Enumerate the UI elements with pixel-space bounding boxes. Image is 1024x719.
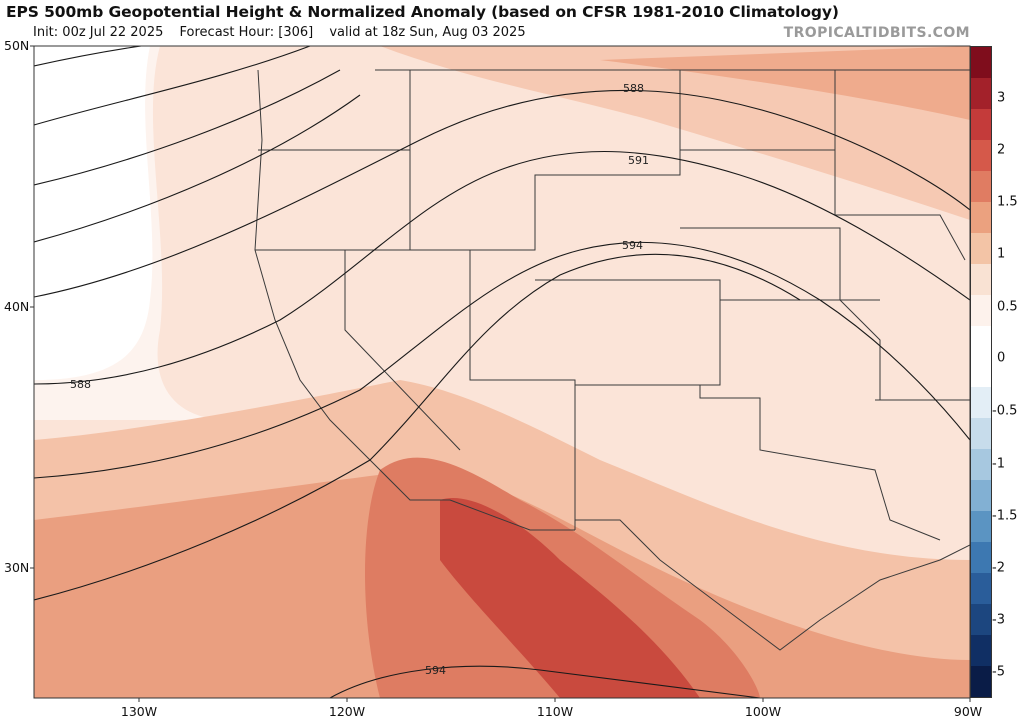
anomaly-shading-northeast bbox=[600, 46, 970, 120]
colorbar-segment bbox=[971, 325, 991, 357]
colorbar-segment bbox=[971, 47, 991, 79]
colorbar-segment bbox=[971, 573, 991, 605]
lat-label-30n: 30N bbox=[4, 560, 30, 575]
forecast-hour: Forecast Hour: [306] bbox=[179, 25, 314, 40]
colorbar-segment bbox=[971, 77, 991, 110]
colorbar-segment bbox=[971, 511, 991, 543]
anomaly-shading-white bbox=[34, 46, 153, 380]
contour-labels: 588 591 594 588 594 bbox=[70, 82, 649, 677]
colorbar-tick-label: -1.5 bbox=[992, 508, 1018, 524]
contour-label-594-south: 594 bbox=[425, 664, 446, 677]
colorbar-segment bbox=[971, 666, 991, 698]
colorbar-segment bbox=[971, 232, 991, 265]
lon-label-120w: 120W bbox=[328, 704, 366, 719]
colorbar-tick-label: 0.5 bbox=[997, 299, 1018, 315]
forecast-info: Init: 00z Jul 22 2025 Forecast Hour: [30… bbox=[33, 25, 538, 40]
lon-label-100w: 100W bbox=[744, 704, 782, 719]
lat-label-40n: 40N bbox=[4, 299, 30, 314]
height-contours bbox=[34, 46, 970, 698]
colorbar-segment bbox=[971, 480, 991, 512]
colorbar-tick-label: 0 bbox=[997, 350, 1006, 366]
colorbar-segment bbox=[971, 139, 991, 172]
map-title: EPS 500mb Geopotential Height & Normaliz… bbox=[6, 3, 839, 21]
colorbar-segment bbox=[971, 201, 991, 234]
lat-label-50n: 50N bbox=[4, 38, 30, 53]
credit-watermark: TROPICALTIDBITS.COM bbox=[783, 25, 970, 41]
colorbar-segment bbox=[971, 263, 991, 296]
contour-label-588-north: 588 bbox=[623, 82, 644, 95]
colorbar-tick-label: -2 bbox=[992, 560, 1005, 576]
contour-label-591: 591 bbox=[628, 154, 649, 167]
colorbar-tick-label: 2 bbox=[997, 142, 1006, 158]
colorbar-segment bbox=[971, 418, 991, 450]
state-borders bbox=[254, 69, 970, 651]
colorbar-tick-label: -1 bbox=[992, 456, 1005, 472]
anomaly-shading-core bbox=[440, 498, 700, 698]
colorbar-segment bbox=[971, 604, 991, 636]
colorbar-tick-label: 1.5 bbox=[997, 194, 1018, 210]
colorbar-tick-label: 1 bbox=[997, 246, 1006, 262]
lon-label-90w: 90W bbox=[953, 704, 983, 719]
lon-label-110w: 110W bbox=[536, 704, 574, 719]
valid-time: valid at 18z Sun, Aug 03 2025 bbox=[329, 25, 526, 40]
colorbar-segment bbox=[971, 356, 991, 388]
colorbar-segment bbox=[971, 294, 991, 327]
contour-label-588-west: 588 bbox=[70, 378, 91, 391]
colorbar bbox=[970, 46, 992, 698]
colorbar-segment bbox=[971, 108, 991, 141]
contour-label-594-north: 594 bbox=[622, 239, 643, 252]
colorbar-segment bbox=[971, 635, 991, 667]
lon-label-130w: 130W bbox=[120, 704, 158, 719]
colorbar-tick-label: -0.5 bbox=[992, 403, 1018, 419]
colorbar-tick-label: -3 bbox=[992, 612, 1005, 628]
colorbar-segment bbox=[971, 170, 991, 203]
colorbar-segment bbox=[971, 387, 991, 419]
init-time: Init: 00z Jul 22 2025 bbox=[33, 25, 164, 40]
colorbar-tick-label: 3 bbox=[997, 90, 1006, 106]
colorbar-segment bbox=[971, 542, 991, 574]
colorbar-segment bbox=[971, 449, 991, 481]
colorbar-tick-label: -5 bbox=[992, 664, 1005, 680]
